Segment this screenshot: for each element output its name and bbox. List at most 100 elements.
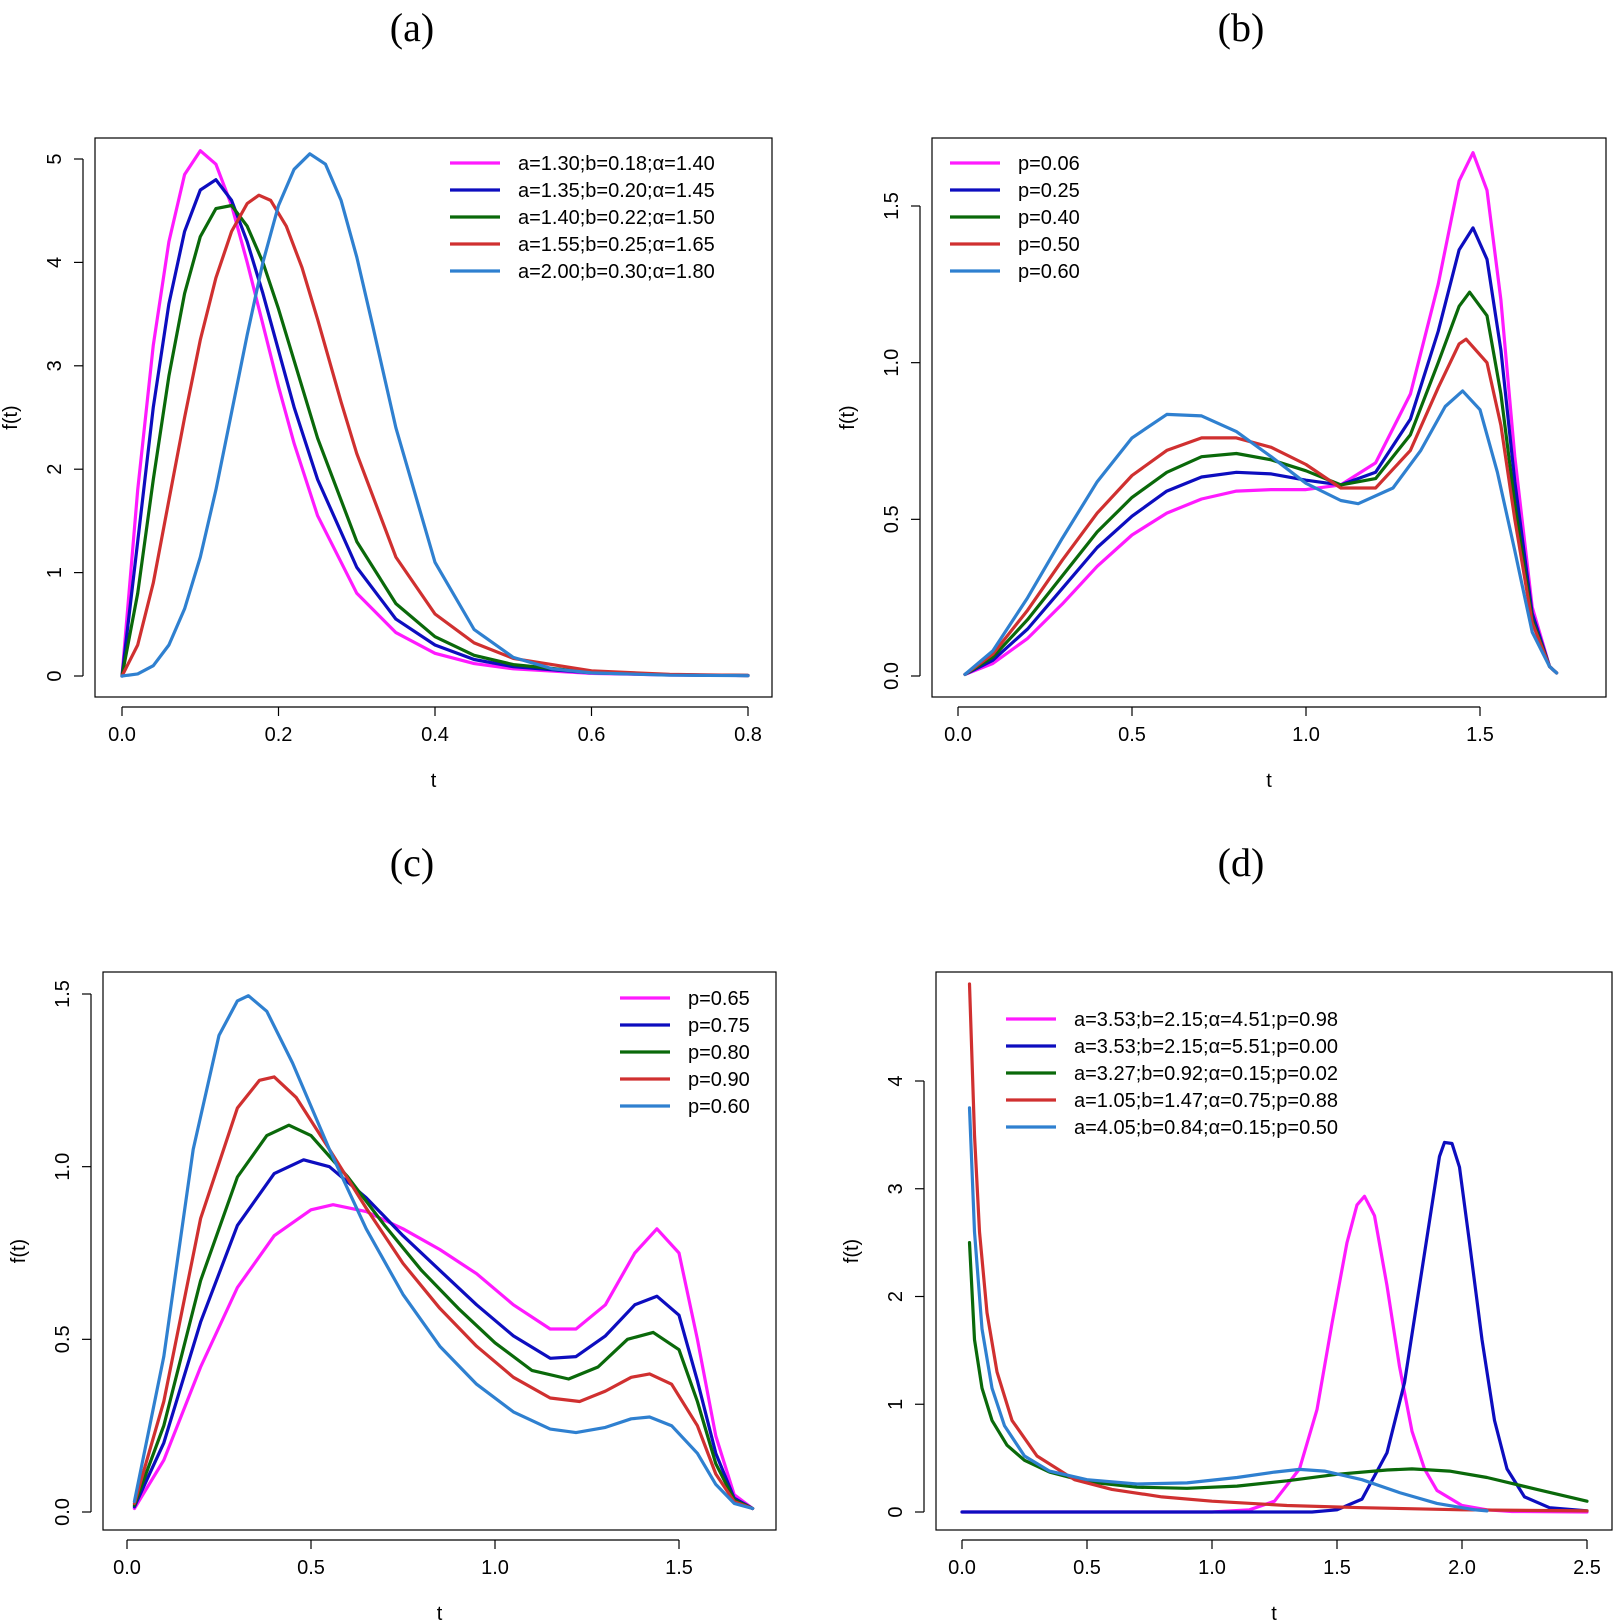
x-tick-label: 1.0 xyxy=(481,1557,509,1579)
legend-entry: a=1.40;b=0.22;α=1.50 xyxy=(518,207,715,229)
legend-entry: a=1.30;b=0.18;α=1.40 xyxy=(518,153,715,175)
legend: p=0.06 p=0.25 p=0.40 p=0.50 p=0.60 xyxy=(950,153,1080,283)
y-axis-label: f(t) xyxy=(0,405,22,429)
series-group xyxy=(963,151,1559,676)
y-axis-label: f(t) xyxy=(837,405,859,429)
series-line xyxy=(120,152,750,678)
panel-d: (d) 0.0 0.5 1.0 1.5 2.0 2.5 t 0 1 2 3 4 f(t) a=3.53;b=… xyxy=(841,840,1613,1621)
legend-entry: p=0.75 xyxy=(688,1015,750,1037)
x-tick-label: 1.5 xyxy=(1323,1557,1351,1579)
legend-entry: p=0.25 xyxy=(1018,180,1080,202)
series-line xyxy=(132,1123,755,1511)
plot-frame xyxy=(102,971,777,1531)
x-tick-label: 1.0 xyxy=(1198,1557,1226,1579)
x-tick-label: 1.5 xyxy=(1466,724,1494,746)
x-tick-label: 2.5 xyxy=(1573,1557,1601,1579)
y-tick-label: 5 xyxy=(44,153,66,164)
y-tick-label: 4 xyxy=(885,1075,907,1086)
y-tick-label: 3 xyxy=(44,360,66,371)
plot-frame xyxy=(935,971,1613,1531)
panel-letter: (b) xyxy=(1218,5,1265,50)
x-tick-label: 0.0 xyxy=(108,724,136,746)
y-tick-label: 4 xyxy=(44,257,66,268)
legend-entry: p=0.60 xyxy=(1018,261,1080,283)
x-tick-label: 2.0 xyxy=(1448,1557,1476,1579)
panel-letter: (c) xyxy=(390,840,434,885)
x-axis-label: t xyxy=(437,1603,443,1621)
series-line xyxy=(960,1140,1589,1514)
x-tick-label: 1.5 xyxy=(665,1557,693,1579)
y-tick-label: 1.0 xyxy=(52,1153,74,1181)
series-line xyxy=(960,1194,1589,1514)
y-tick-label: 1.5 xyxy=(52,980,74,1008)
legend-entry: p=0.65 xyxy=(688,988,750,1010)
y-tick-label: 0.0 xyxy=(881,662,903,690)
series-line xyxy=(120,203,750,678)
y-tick-label: 1 xyxy=(885,1399,907,1410)
series-group xyxy=(132,994,755,1511)
panel-letter: (a) xyxy=(390,5,434,50)
series-line xyxy=(120,178,750,678)
legend-entry: p=0.60 xyxy=(688,1096,750,1118)
panel-b: (b)0.0 0.5 1.0 1.5t0.00.51.01.5f(t)p=0.06p=… xyxy=(837,5,1607,792)
plot-frame xyxy=(94,137,773,698)
panel-c: (c)0.0 0.5 1.0 1.5t0.00.51.01.5f(t)p=0.65p=… xyxy=(8,840,777,1621)
series-line xyxy=(132,994,755,1511)
legend-entry: p=0.40 xyxy=(1018,207,1080,229)
series-group xyxy=(960,982,1589,1514)
legend-entry: a=2.00;b=0.30;α=1.80 xyxy=(518,261,715,283)
legend-entry: a=3.53;b=2.15;α=5.51;p=0.00 xyxy=(1074,1036,1338,1058)
y-tick-label: 1.0 xyxy=(881,349,903,377)
y-tick-label: 2 xyxy=(44,464,66,475)
series-group xyxy=(120,149,750,678)
legend-entry: p=0.80 xyxy=(688,1042,750,1064)
y-axis-label: f(t) xyxy=(841,1239,863,1263)
y-tick-label: 0.5 xyxy=(881,505,903,533)
plot-frame xyxy=(931,137,1607,698)
x-tick-label: 0.5 xyxy=(1073,1557,1101,1579)
legend-entry: a=3.53;b=2.15;α=4.51;p=0.98 xyxy=(1074,1009,1338,1031)
y-tick-label: 0 xyxy=(885,1506,907,1517)
x-axis-label: t xyxy=(431,770,437,792)
y-tick-label: 0.5 xyxy=(52,1325,74,1353)
legend-entry: a=4.05;b=0.84;α=0.15;p=0.50 xyxy=(1074,1117,1338,1139)
series-line xyxy=(132,1158,755,1511)
series-line xyxy=(963,389,1559,676)
x-tick-label: 0.4 xyxy=(421,724,449,746)
series-line xyxy=(132,1075,755,1511)
series-line xyxy=(967,1106,1489,1513)
x-tick-label: 0.0 xyxy=(113,1557,141,1579)
x-axis-label: t xyxy=(1266,770,1272,792)
x-tick-label: 0.0 xyxy=(948,1557,976,1579)
legend: a=3.53;b=2.15;α=4.51;p=0.98 a=3.53;b=2.15… xyxy=(1006,1009,1338,1139)
y-axis-label: f(t) xyxy=(8,1239,30,1263)
y-tick-label: 3 xyxy=(885,1183,907,1194)
x-tick-label: 0.5 xyxy=(1118,724,1146,746)
y-tick-label: 0.0 xyxy=(52,1498,74,1526)
legend: p=0.65 p=0.75 p=0.80 p=0.90 p=0.60 xyxy=(620,988,750,1118)
x-tick-label: 0.6 xyxy=(578,724,606,746)
x-tick-label: 0.2 xyxy=(265,724,293,746)
series-line xyxy=(967,982,1589,1513)
series-line xyxy=(963,290,1559,676)
panel-letter: (d) xyxy=(1218,840,1265,885)
legend-entry: p=0.90 xyxy=(688,1069,750,1091)
series-line xyxy=(132,1203,755,1511)
series-line xyxy=(120,149,750,678)
legend: a=1.30;b=0.18;α=1.40 a=1.35;b=0.20;α=1.45… xyxy=(450,153,715,283)
series-line xyxy=(967,1241,1589,1503)
legend-entry: p=0.50 xyxy=(1018,234,1080,256)
y-tick-label: 0 xyxy=(44,670,66,681)
panel-a: (a) 0.0 0.2 0.4 0.6 0.8 t 0 1 2 3 4 5 f(t) a=1.30;b=0.… xyxy=(0,5,773,792)
y-tick-label: 1.5 xyxy=(881,192,903,220)
series-line xyxy=(963,337,1559,676)
y-tick-label: 2 xyxy=(885,1291,907,1302)
legend-entry: a=1.05;b=1.47;α=0.75;p=0.88 xyxy=(1074,1090,1338,1112)
x-tick-label: 0.0 xyxy=(944,724,972,746)
legend-entry: p=0.06 xyxy=(1018,153,1080,175)
y-tick-label: 1 xyxy=(44,567,66,578)
legend-entry: a=1.55;b=0.25;α=1.65 xyxy=(518,234,715,256)
x-tick-label: 0.8 xyxy=(734,724,762,746)
series-line xyxy=(120,193,750,678)
